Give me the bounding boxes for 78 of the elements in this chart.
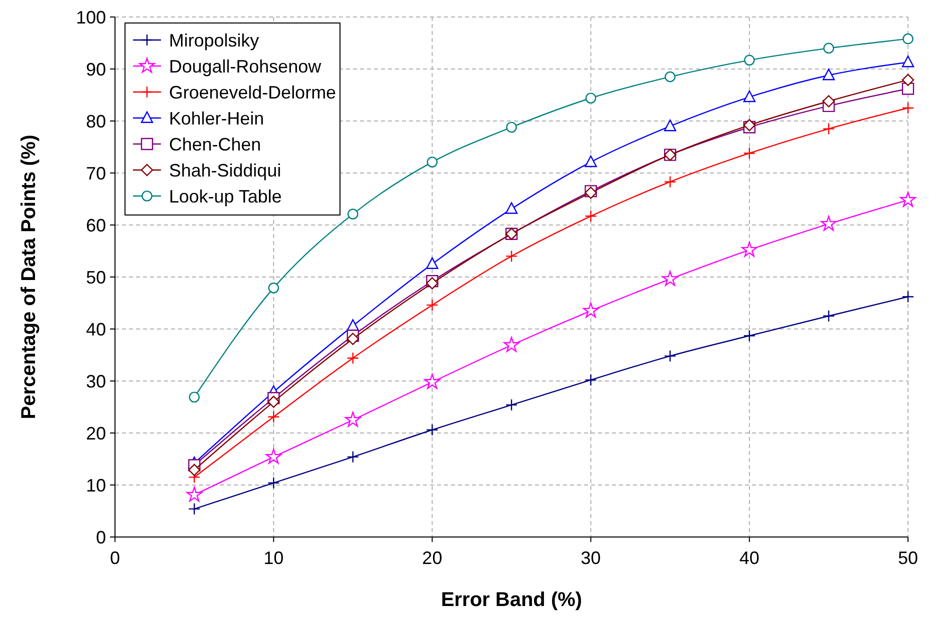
- point: [506, 122, 517, 133]
- x-axis-title: Error Band (%): [440, 589, 582, 611]
- y-tick-label: 20: [86, 423, 106, 444]
- point: [582, 302, 599, 318]
- x-tick-label: 10: [264, 548, 284, 568]
- point: [902, 102, 914, 114]
- y-tick-label: 30: [86, 371, 106, 392]
- point: [584, 374, 597, 386]
- point: [188, 502, 200, 516]
- y-tick-label: 80: [86, 111, 106, 132]
- point: [902, 56, 914, 68]
- point: [268, 396, 280, 408]
- point: [347, 208, 358, 220]
- point: [346, 332, 359, 345]
- legend-label: Look-up Table: [169, 186, 282, 206]
- point: [188, 392, 200, 403]
- point: [741, 242, 758, 257]
- point: [743, 147, 756, 160]
- point: [900, 192, 916, 207]
- legend-label: Kohler-Hein: [169, 108, 264, 128]
- point: [743, 90, 756, 102]
- x-tick-label: 40: [739, 548, 760, 568]
- point: [188, 464, 200, 476]
- point: [346, 352, 359, 364]
- point: [426, 298, 438, 312]
- point: [505, 202, 518, 214]
- point: [505, 398, 518, 412]
- legend-label: Chen-Chen: [169, 134, 262, 154]
- point: [585, 92, 596, 104]
- y-tick-label: 10: [86, 475, 106, 496]
- point: [426, 156, 438, 168]
- point: [822, 95, 835, 108]
- point: [268, 410, 280, 423]
- point: [268, 282, 280, 294]
- point: [346, 450, 359, 464]
- point: [820, 216, 837, 231]
- y-tick-label: 50: [86, 267, 106, 288]
- point: [902, 82, 914, 95]
- x-tick-label: 0: [110, 548, 120, 568]
- y-tick-label: 60: [86, 215, 106, 236]
- point: [902, 33, 914, 44]
- x-tick-label: 30: [580, 548, 601, 568]
- point: [268, 476, 280, 490]
- point: [823, 42, 834, 54]
- point: [743, 330, 756, 342]
- point: [504, 336, 520, 352]
- point: [664, 176, 676, 188]
- point: [344, 412, 361, 427]
- point: [822, 68, 835, 80]
- point: [664, 120, 676, 132]
- y-tick-label: 0: [96, 527, 106, 548]
- point: [822, 122, 835, 135]
- y-tick-label: 40: [86, 319, 106, 340]
- legend-label: Shah-Siddiqui: [169, 160, 282, 180]
- point: [426, 257, 438, 269]
- x-tick-label: 20: [422, 548, 442, 568]
- point: [902, 74, 914, 86]
- point: [266, 448, 282, 464]
- y-tick-label: 70: [86, 163, 106, 184]
- point: [664, 71, 676, 82]
- point: [902, 290, 914, 303]
- point: [822, 310, 835, 322]
- point: [664, 350, 676, 362]
- point: [186, 486, 202, 502]
- y-tick-label: 90: [86, 59, 106, 80]
- x-tick-label: 50: [898, 548, 918, 568]
- point: [744, 54, 755, 66]
- legend-label: Groeneveld-Delorme: [169, 82, 336, 102]
- point: [584, 155, 597, 168]
- y-axis-title: Percentage of Data Points (%): [18, 134, 40, 420]
- point: [584, 210, 597, 222]
- point: [505, 250, 518, 262]
- legend-label: Miropolsiky: [169, 30, 260, 50]
- legend-label: Dougall-Rohsenow: [169, 56, 322, 76]
- y-tick-label: 100: [76, 7, 106, 28]
- point: [426, 424, 438, 436]
- point: [662, 270, 678, 286]
- point: [424, 374, 440, 389]
